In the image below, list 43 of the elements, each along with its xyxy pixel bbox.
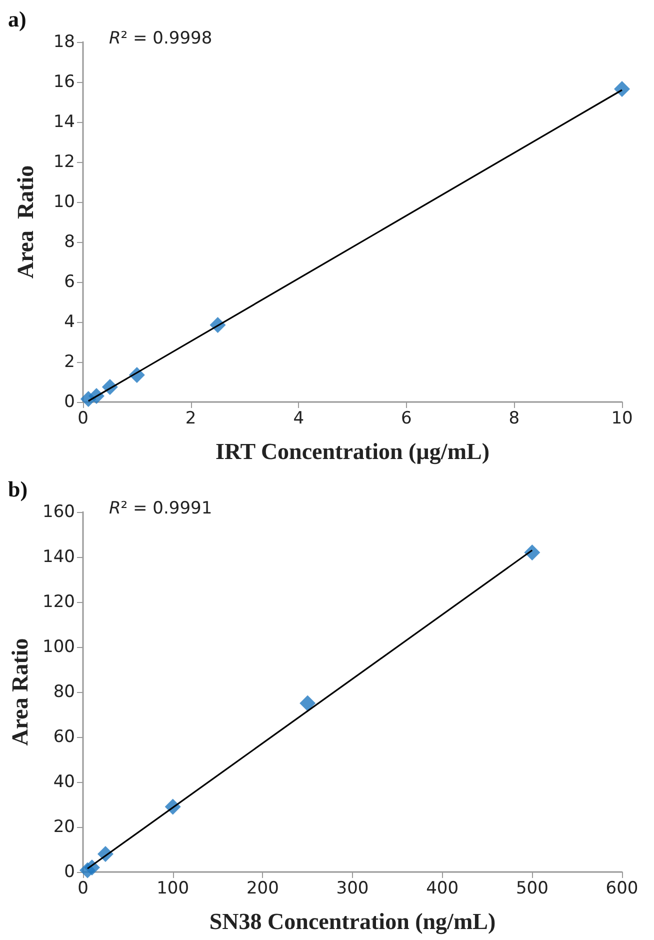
y-axis-title: Area Ratio (13, 165, 38, 279)
point (300, 695, 316, 712)
y-tick-label: 6 (64, 272, 75, 292)
y-tick-label: 2 (64, 352, 75, 372)
y-tick-label: 0 (64, 862, 75, 882)
x-tick-label: 600 (606, 878, 638, 898)
y-tick-label: 4 (64, 312, 75, 332)
point (524, 544, 540, 560)
y-tick-label: 80 (53, 682, 75, 702)
y-tick-label: 8 (64, 232, 75, 252)
point (614, 81, 630, 97)
x-tick-label: 0 (78, 878, 88, 898)
x-tick-label: 200 (246, 878, 279, 898)
x-tick-label: 300 (336, 878, 369, 898)
y-tick-label: 12 (53, 152, 75, 172)
x-tick-label: 500 (516, 878, 548, 898)
x-tick-label: 400 (426, 878, 459, 898)
x-axis-title: SN38 Concentration (ng/mL) (209, 909, 496, 935)
chart-title: a) (8, 6, 26, 32)
y-tick-label: 140 (42, 547, 75, 567)
y-tick-label: 16 (53, 72, 75, 92)
y-tick-label: 14 (53, 112, 75, 132)
chart-title: b) (8, 476, 28, 502)
y-tick-label: 120 (42, 592, 75, 612)
x-tick-label: 4 (293, 408, 304, 428)
x-axis-title: IRT Concentration (µg/mL) (216, 439, 490, 465)
y-axis-title: Area Ratio (8, 638, 33, 746)
y-tick-label: 0 (64, 392, 75, 412)
y-tick-label: 18 (53, 32, 75, 52)
y-tick-label: 40 (53, 772, 75, 792)
x-tick-label: 100 (156, 878, 190, 898)
y-tick-label: 20 (53, 817, 75, 837)
y-tick-label: 100 (42, 637, 75, 657)
x-tick-label: 8 (508, 408, 520, 428)
x-tick-label: 0 (78, 408, 88, 428)
annotation: R² = 0.9998 (109, 28, 212, 48)
y-tick-label: 60 (53, 727, 75, 747)
y-tick-label: 160 (42, 502, 75, 522)
annotation: R² = 0.9991 (109, 498, 212, 518)
x-tick-label: 2 (185, 408, 196, 428)
y-tick-label: 10 (53, 192, 75, 212)
x-tick-label: 10 (611, 408, 633, 428)
x-tick-label: 6 (400, 408, 412, 428)
